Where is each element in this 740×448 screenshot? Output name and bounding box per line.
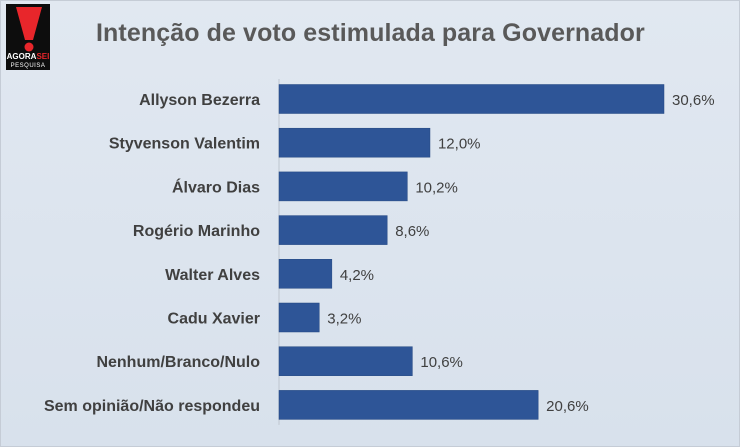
exclamation-logo-icon: AGORASEI PESQUISA	[7, 7, 50, 69]
value-label: 12,0%	[438, 136, 481, 153]
category-label: Allyson Bezerra	[139, 92, 260, 109]
category-label: Álvaro Dias	[172, 177, 260, 196]
category-label: Cadu Xavier	[168, 311, 260, 328]
agorasei-logo: AGORASEI PESQUISA	[6, 4, 50, 70]
logo-brand-part1: AGORA	[7, 52, 37, 61]
bar	[278, 346, 413, 376]
bar	[278, 259, 333, 289]
value-label: 10,6%	[420, 354, 463, 371]
category-label: Sem opinião/Não respondeu	[44, 398, 260, 415]
category-label: Nenhum/Branco/Nulo	[96, 354, 260, 371]
bar	[278, 390, 539, 420]
chart-title: Intenção de voto estimulada para Governa…	[96, 19, 645, 47]
value-label: 8,6%	[395, 223, 429, 240]
value-label: 3,2%	[327, 311, 361, 328]
value-label: 30,6%	[672, 92, 715, 109]
bar	[278, 302, 320, 333]
value-label: 20,6%	[546, 398, 589, 415]
value-label: 10,2%	[415, 179, 458, 196]
bar	[278, 171, 408, 202]
bar	[278, 84, 665, 114]
bar	[278, 215, 388, 245]
logo-brand-part2: SEI	[36, 52, 49, 61]
category-label: Rogério Marinho	[133, 223, 260, 240]
logo-tagline: PESQUISA	[11, 63, 46, 69]
category-label: Styvenson Valentim	[109, 136, 260, 153]
bar	[278, 127, 431, 158]
value-label: 4,2%	[340, 267, 374, 284]
category-label: Walter Alves	[165, 267, 260, 284]
svg-text:AGORASEI: AGORASEI	[7, 52, 50, 61]
